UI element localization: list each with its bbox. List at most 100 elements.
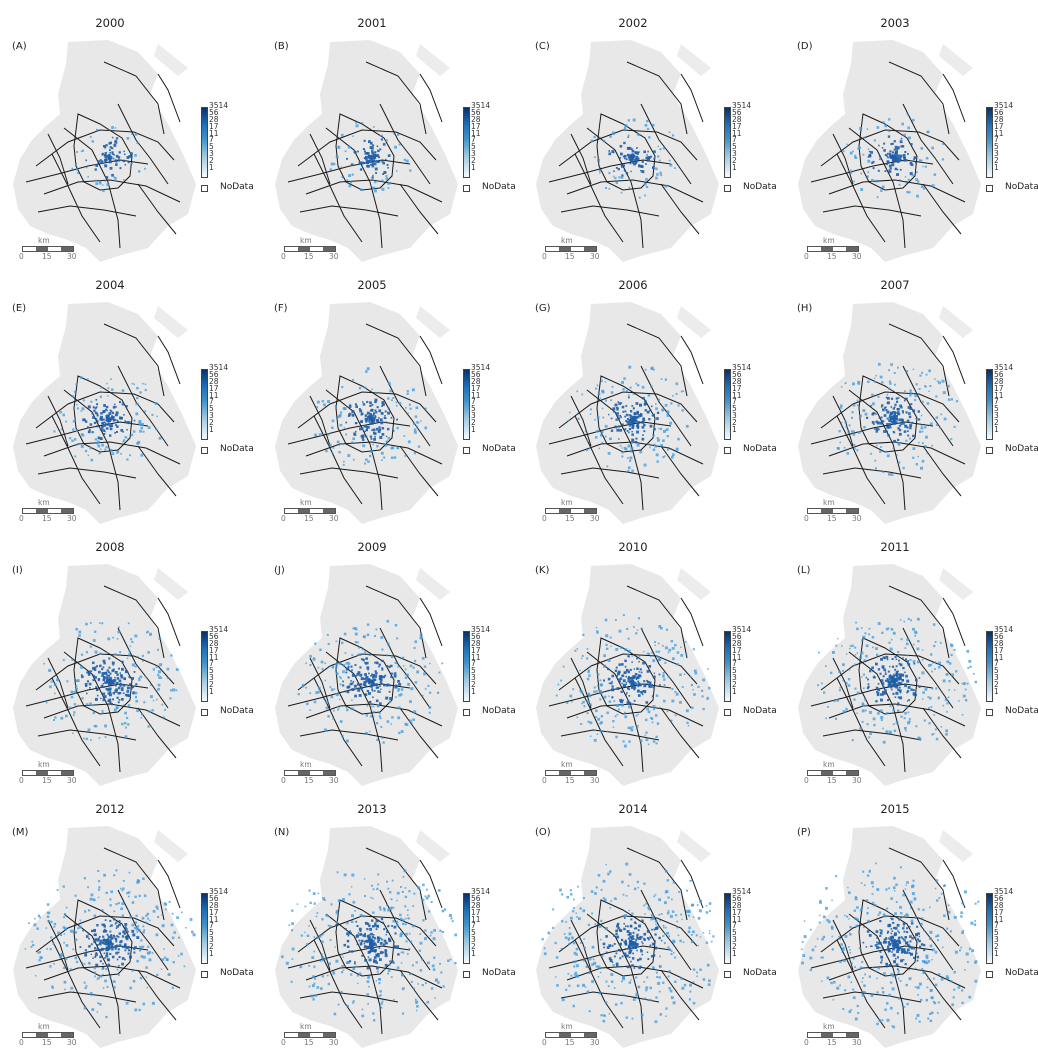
density-point xyxy=(360,687,362,689)
density-point xyxy=(890,674,892,676)
density-point xyxy=(365,370,368,373)
density-point xyxy=(621,402,623,404)
density-point xyxy=(631,655,633,657)
density-point xyxy=(701,690,703,692)
density-point xyxy=(889,165,892,168)
density-point xyxy=(118,948,120,950)
density-point xyxy=(926,374,928,376)
density-point xyxy=(111,388,114,391)
density-point xyxy=(696,976,698,978)
density-point xyxy=(878,145,880,147)
density-point xyxy=(659,976,661,978)
density-point xyxy=(874,381,876,383)
density-point xyxy=(312,984,315,987)
density-point xyxy=(964,969,966,971)
density-point xyxy=(832,936,834,938)
density-point xyxy=(347,691,350,694)
density-point xyxy=(351,920,354,923)
density-point xyxy=(626,390,628,392)
density-point xyxy=(635,976,637,978)
density-point xyxy=(355,664,357,666)
density-point xyxy=(633,998,636,1001)
density-point xyxy=(881,959,883,961)
density-point xyxy=(651,406,653,408)
density-point xyxy=(626,172,628,174)
density-point xyxy=(351,707,354,710)
density-point xyxy=(610,637,612,639)
density-point xyxy=(109,158,112,161)
density-point xyxy=(377,874,379,876)
density-point xyxy=(609,188,611,190)
density-point xyxy=(840,406,843,409)
density-point xyxy=(64,989,66,991)
scale-unit: km xyxy=(823,760,835,769)
density-point xyxy=(621,447,622,448)
density-point xyxy=(908,179,910,181)
scale-label: 15 xyxy=(565,776,575,785)
density-point xyxy=(371,404,373,406)
density-point xyxy=(105,955,108,958)
density-point xyxy=(922,659,924,661)
density-point xyxy=(122,915,124,917)
scale-unit: km xyxy=(823,498,835,507)
density-point xyxy=(364,150,366,152)
density-point xyxy=(638,967,641,970)
density-point xyxy=(637,690,640,693)
density-point xyxy=(354,963,356,965)
density-point xyxy=(73,714,75,716)
density-point xyxy=(92,431,94,433)
density-point xyxy=(299,965,302,968)
density-point xyxy=(830,672,832,674)
density-point xyxy=(120,888,122,890)
nodata-swatch xyxy=(724,447,731,454)
density-point xyxy=(107,934,109,936)
density-point xyxy=(402,951,404,953)
density-point xyxy=(913,447,916,450)
density-point xyxy=(335,946,336,947)
density-point xyxy=(951,654,953,656)
density-point xyxy=(923,188,925,190)
density-point xyxy=(934,173,937,176)
density-point xyxy=(644,939,646,941)
density-point xyxy=(612,685,614,687)
density-point xyxy=(613,700,615,702)
density-point xyxy=(100,396,102,398)
density-point xyxy=(341,176,343,178)
density-point xyxy=(613,176,615,178)
density-point xyxy=(394,146,397,149)
density-point xyxy=(620,943,622,945)
density-point xyxy=(649,409,651,411)
density-point xyxy=(966,650,969,653)
density-point xyxy=(596,627,597,628)
density-point xyxy=(614,943,616,945)
density-point xyxy=(385,139,388,142)
density-point xyxy=(696,934,698,936)
density-point xyxy=(645,732,647,734)
density-point xyxy=(867,907,869,909)
density-point xyxy=(116,137,118,139)
density-point xyxy=(393,962,395,964)
density-point xyxy=(912,628,915,631)
density-point xyxy=(104,431,106,433)
density-point xyxy=(301,935,303,937)
density-point xyxy=(651,367,654,370)
density-point xyxy=(921,968,923,970)
density-point xyxy=(85,952,87,954)
density-point xyxy=(128,650,130,652)
density-point xyxy=(374,956,377,959)
density-point xyxy=(355,431,357,433)
scale-unit: km xyxy=(561,760,573,769)
density-point xyxy=(887,401,890,404)
density-point xyxy=(170,654,172,656)
density-point xyxy=(82,962,84,964)
density-point xyxy=(636,438,638,440)
density-point xyxy=(108,943,110,945)
density-point xyxy=(946,673,949,676)
density-point xyxy=(846,144,847,145)
density-point xyxy=(877,428,879,430)
density-point xyxy=(860,188,863,191)
